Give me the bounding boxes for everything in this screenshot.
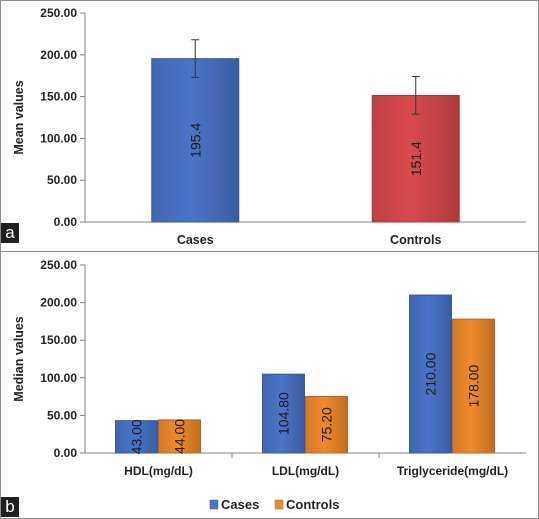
panel-a-y-axis-label: Mean values (12, 80, 26, 154)
bar-cases (115, 420, 158, 454)
panel-a-y-tick-label: 200.00 (40, 48, 77, 62)
data-label: 75.20 (319, 407, 335, 442)
panel-b-y-tick-label: 0.00 (54, 446, 78, 460)
panel-b-y-tick-label: 250.00 (40, 258, 77, 272)
legend-swatch-controls (274, 499, 284, 510)
bar-controls (158, 419, 201, 454)
legend-label-controls: Controls (286, 497, 339, 512)
panel-b-y-tick-label: 150.00 (40, 333, 77, 347)
data-label: 178.00 (466, 364, 482, 407)
panel-b-y-axis-label: Median values (12, 316, 26, 401)
bar-cases (262, 373, 305, 454)
legend-label-cases: Cases (221, 497, 259, 512)
x-tick-label: HDL(mg/dL) (124, 464, 193, 478)
data-label: 43.00 (129, 419, 145, 454)
chart-panel-b: 0.00 50.00 100.00 150.00 200.00 250.00 Median … (12, 258, 526, 512)
x-tick-label: Controls (390, 233, 441, 247)
panel-divider (1, 251, 538, 252)
panel-a-y-tick-label: 100.00 (40, 131, 77, 145)
panel-b-y-tick-label: 200.00 (40, 296, 77, 310)
data-label: 151.4 (408, 141, 424, 176)
bar-controls (371, 94, 460, 223)
x-tick-label: Cases (177, 233, 214, 247)
x-tick-label: Triglyceride(mg/dL) (397, 464, 508, 478)
legend-swatch-cases (209, 499, 219, 510)
panel-b-y-tick-label: 50.00 (47, 408, 77, 422)
bar-cases (151, 58, 240, 223)
bar-cases (409, 294, 452, 454)
data-label: 210.00 (423, 352, 439, 395)
panel-a-y-tick-label: 0.00 (54, 215, 78, 229)
bar-controls (305, 395, 348, 454)
data-label: 44.00 (172, 419, 188, 454)
data-label: 195.4 (187, 123, 203, 158)
panel-b-y-tick-label: 100.00 (40, 371, 77, 385)
panel-a-y-tick-label: 50.00 (47, 173, 77, 187)
panel-a-y-tick-label: 150.00 (40, 90, 77, 104)
bar-controls (452, 318, 495, 454)
panel-label-a: a (1, 223, 19, 243)
panel-label-b: b (1, 497, 19, 517)
x-tick-label: LDL(mg/dL) (272, 464, 339, 478)
chart-panel-a: 0.00 50.00 100.00 150.00 200.00 250.00 Mean va… (12, 6, 526, 247)
data-label: 104.80 (276, 392, 292, 435)
panel-a-y-tick-label: 250.00 (40, 6, 77, 20)
